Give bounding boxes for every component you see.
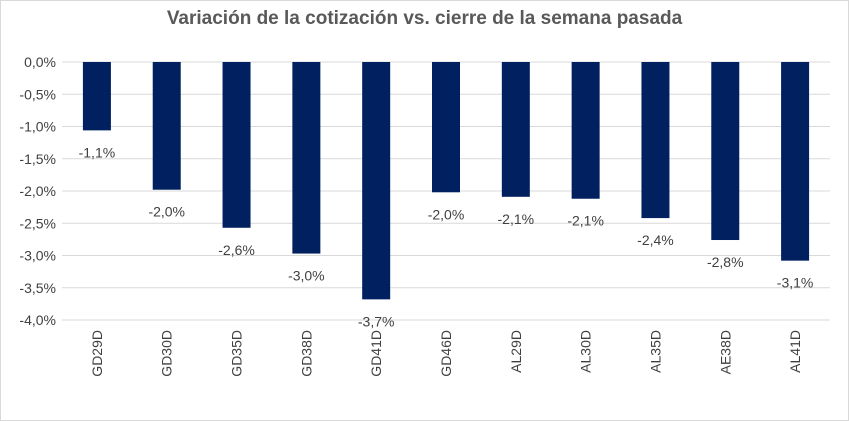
y-tick-label: -1,0% [19, 119, 56, 135]
category-labels: GD29D GD30D GD35D GD38D GD41D GD46D AL29D AL30D… [89, 330, 803, 377]
y-tick-label: -2,0% [19, 183, 56, 199]
bar-gd46d [432, 62, 460, 193]
data-label: -2,8% [707, 254, 744, 270]
y-tick-label: -1,5% [19, 151, 56, 167]
category-label: GD35D [229, 330, 245, 377]
category-label: GD29D [89, 330, 105, 377]
category-label: GD41D [368, 330, 384, 377]
bar-al30d [571, 62, 600, 199]
bars [82, 62, 810, 300]
y-tick-label: -4,0% [19, 312, 56, 328]
category-label: AL41D [787, 330, 803, 373]
data-label: -3,7% [358, 313, 395, 329]
data-label: -2,0% [428, 206, 465, 222]
bar-ae38d [711, 62, 740, 241]
y-tick-label: -3,5% [19, 280, 56, 296]
bar-al41d [781, 62, 810, 261]
data-labels: -1,1% -2,0% -2,6% -3,0% -3,7% -2,0% -2,1% -2,1%… [79, 144, 814, 329]
category-label: AL35D [647, 330, 663, 373]
category-label: GD46D [438, 330, 454, 377]
data-label: -2,0% [148, 204, 185, 220]
category-label: AL29D [508, 330, 524, 373]
y-axis-ticks: 0,0% -0,5% -1,0% -1,5% -2,0% -2,5% -3,0% -3,5% -… [19, 54, 56, 328]
y-tick-label: -3,0% [19, 248, 56, 264]
category-label: AE38D [717, 330, 733, 374]
chart-title: Variación de la cotización vs. cierre de… [166, 8, 683, 29]
category-label: AL30D [578, 330, 594, 373]
data-label: -2,1% [567, 213, 604, 229]
y-tick-label: -0,5% [19, 86, 56, 102]
bar-gd30d [152, 62, 181, 190]
category-label: GD30D [159, 330, 175, 377]
bar-gd35d [222, 62, 251, 228]
bar-al29d [501, 62, 530, 197]
y-tick-label: -2,5% [19, 215, 56, 231]
bar-gd41d [362, 62, 391, 300]
data-label: -2,4% [637, 232, 674, 248]
data-label: -2,1% [498, 211, 535, 227]
data-label: -3,1% [777, 275, 814, 291]
bar-gd38d [292, 62, 321, 254]
bar-al35d [641, 62, 670, 219]
category-label: GD38D [298, 330, 314, 377]
data-label: -3,0% [288, 268, 325, 284]
y-tick-label: 0,0% [24, 54, 56, 70]
data-label: -2,6% [218, 242, 255, 258]
bar-gd29d [82, 62, 111, 131]
data-label: -1,1% [79, 144, 116, 160]
